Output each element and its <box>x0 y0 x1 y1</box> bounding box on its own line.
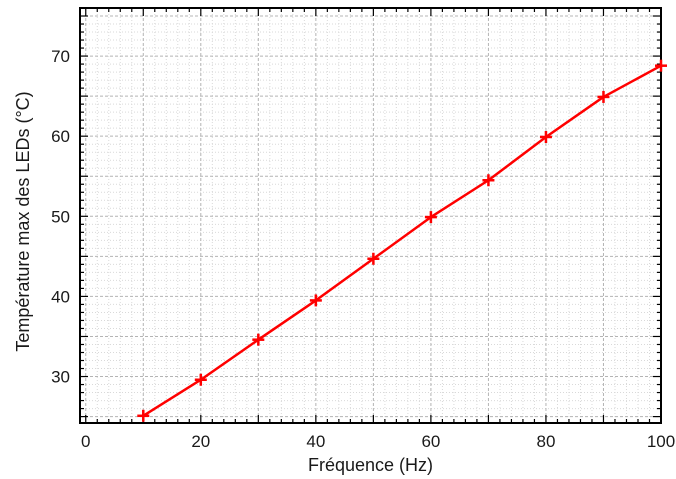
series-line <box>142 64 662 417</box>
data-point <box>424 211 437 224</box>
data-point <box>597 90 610 103</box>
minor-grid <box>80 7 661 423</box>
x-tick-label: 40 <box>306 432 325 451</box>
data-point <box>482 174 495 187</box>
data-point <box>655 59 667 72</box>
y-tick-label: 70 <box>51 47 70 66</box>
data-point <box>309 294 322 307</box>
y-tick-label: 30 <box>51 368 70 387</box>
x-tick-label: 60 <box>421 432 440 451</box>
data-point <box>539 130 552 143</box>
plot-frame <box>79 7 662 424</box>
x-tick-label: 20 <box>191 432 210 451</box>
data-point <box>194 373 207 386</box>
x-axis-title: Fréquence (Hz) <box>308 455 433 475</box>
y-tick-label: 60 <box>51 127 70 146</box>
axis-ticks <box>80 7 662 423</box>
series-layer <box>137 59 667 422</box>
y-tick-label: 40 <box>51 287 70 306</box>
y-tick-labels: 30 40 50 60 70 <box>51 47 70 386</box>
x-tick-labels: 0 20 40 60 80 100 <box>81 432 675 451</box>
x-tick-label: 0 <box>81 432 90 451</box>
data-point <box>252 333 265 346</box>
y-tick-label: 50 <box>51 207 70 226</box>
x-tick-label: 100 <box>647 432 675 451</box>
data-point <box>367 252 380 265</box>
data-point <box>137 409 150 422</box>
x-tick-label: 80 <box>536 432 555 451</box>
y-axis-title: Température max des LEDs (°C) <box>13 91 33 351</box>
